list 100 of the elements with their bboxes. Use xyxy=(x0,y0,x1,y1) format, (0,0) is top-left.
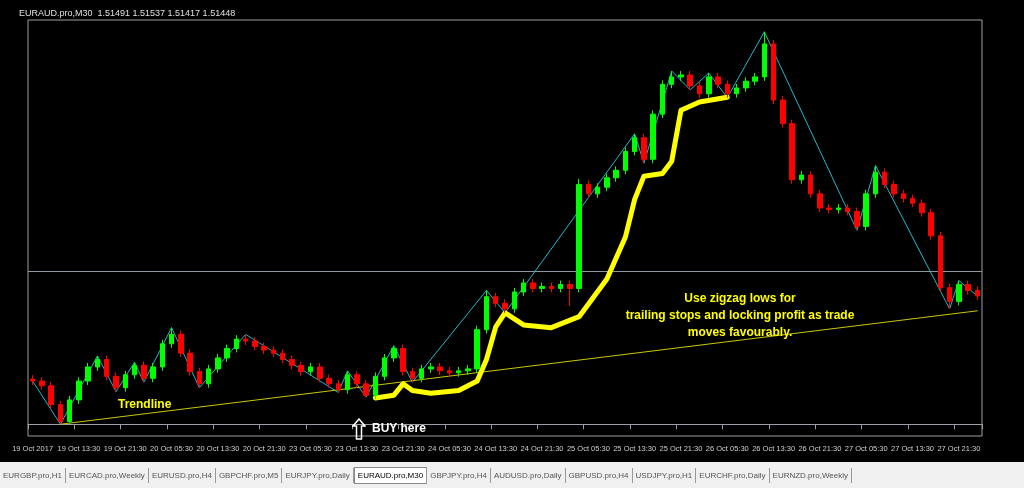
candlestick xyxy=(919,198,925,218)
candlestick xyxy=(669,70,674,89)
candlestick xyxy=(484,289,489,335)
candlestick xyxy=(85,362,91,386)
candlestick xyxy=(410,367,415,383)
candlestick xyxy=(965,280,971,295)
candlestick xyxy=(817,189,823,213)
text: EURCHF.pro,Daily xyxy=(696,467,770,483)
candlestick xyxy=(261,342,267,355)
candlestick xyxy=(178,329,184,358)
candlestick xyxy=(530,278,536,293)
candlestick xyxy=(67,395,72,424)
candlestick xyxy=(373,371,378,400)
candlestick xyxy=(567,280,573,307)
candlestick xyxy=(465,364,471,376)
candlestick xyxy=(650,109,656,164)
candlestick xyxy=(891,180,897,199)
candlestick xyxy=(150,362,156,383)
candlestick xyxy=(595,182,600,199)
candlestick xyxy=(428,362,434,374)
candlestick xyxy=(910,194,915,208)
candlestick xyxy=(549,282,554,293)
candlestick xyxy=(271,345,276,358)
candlestick xyxy=(938,231,943,293)
candlestick xyxy=(826,203,832,214)
text: AUDUSD.pro,Daily xyxy=(490,467,566,483)
candlestick xyxy=(558,280,563,293)
candlestick xyxy=(613,165,619,183)
candlestick xyxy=(493,292,498,308)
candlestick xyxy=(76,376,82,405)
candlestick xyxy=(947,283,952,310)
candlestick xyxy=(512,287,517,314)
candlestick xyxy=(762,31,767,82)
text: EURUSD.pro,H4 xyxy=(148,467,216,483)
candlestick xyxy=(799,170,804,185)
text: EURCAD.pro,Weekly xyxy=(66,467,149,483)
candlestick xyxy=(752,72,758,86)
candlestick xyxy=(873,165,878,199)
candlestick xyxy=(854,207,860,231)
candlestick xyxy=(771,39,776,105)
candlestick xyxy=(678,70,684,82)
candlestick xyxy=(808,170,813,199)
candlestick xyxy=(308,362,313,377)
candlestick xyxy=(419,364,424,383)
candlestick xyxy=(382,353,387,381)
candlestick xyxy=(336,379,341,393)
text: EURJPY.pro,Daily xyxy=(282,467,354,483)
candlestick xyxy=(502,298,508,314)
candlestick xyxy=(743,76,749,93)
candlestick xyxy=(474,325,480,374)
candlestick xyxy=(734,83,739,99)
chart-title: EURAUD.pro,M30 1.51491 1.51537 1.51417 1.51448 xyxy=(19,7,236,18)
candlestick xyxy=(113,371,119,393)
candlestick xyxy=(789,119,795,185)
annotation: Trendline xyxy=(118,396,172,413)
candlestick xyxy=(197,367,202,389)
candlestick xyxy=(345,370,350,395)
candlestick xyxy=(604,173,610,192)
candlestick xyxy=(725,79,730,99)
candlestick xyxy=(576,178,582,293)
candlestick xyxy=(780,95,786,129)
candlestick xyxy=(706,72,712,99)
candlestick xyxy=(400,344,406,377)
text: EURAUD.pro,M30 xyxy=(353,466,428,484)
annotation: Use zigzag lows for trailing stops and locking profit as trade moves favourably. xyxy=(625,290,855,341)
candlestick xyxy=(234,334,239,353)
candlestick xyxy=(354,370,360,389)
candlestick xyxy=(437,362,443,376)
text: EURNZD.pro,Weekly xyxy=(769,467,852,483)
candlestick xyxy=(317,362,323,383)
candlestick xyxy=(956,280,962,306)
candlestick xyxy=(586,180,591,199)
candlestick xyxy=(48,381,54,410)
candlestick xyxy=(845,203,850,216)
text: USDJPY.pro,H1 xyxy=(632,467,697,483)
candlestick xyxy=(141,360,147,383)
candlestick xyxy=(447,366,452,378)
candlestick xyxy=(123,370,128,393)
candlestick xyxy=(697,81,702,99)
candlestick xyxy=(289,355,295,370)
candlestick xyxy=(687,70,693,91)
candlestick xyxy=(641,133,647,164)
candlestick xyxy=(169,327,174,349)
candlestick xyxy=(132,361,137,380)
candlestick xyxy=(206,364,211,389)
candlestick xyxy=(224,344,230,363)
candlestick xyxy=(58,400,63,425)
candlestick xyxy=(104,355,109,381)
candlestick xyxy=(160,339,165,372)
candlestick xyxy=(280,348,285,364)
candlestick xyxy=(215,353,221,374)
candlestick xyxy=(928,208,934,241)
candlestick xyxy=(660,79,665,119)
candlestick xyxy=(39,376,45,391)
candlestick xyxy=(95,355,100,372)
annotation: BUY here xyxy=(372,420,426,437)
candlestick xyxy=(975,285,980,301)
text: GBPUSD.pro,H4 xyxy=(565,467,633,483)
candlestick xyxy=(30,374,35,386)
text: EURGBP.pro,H1 xyxy=(0,467,66,483)
